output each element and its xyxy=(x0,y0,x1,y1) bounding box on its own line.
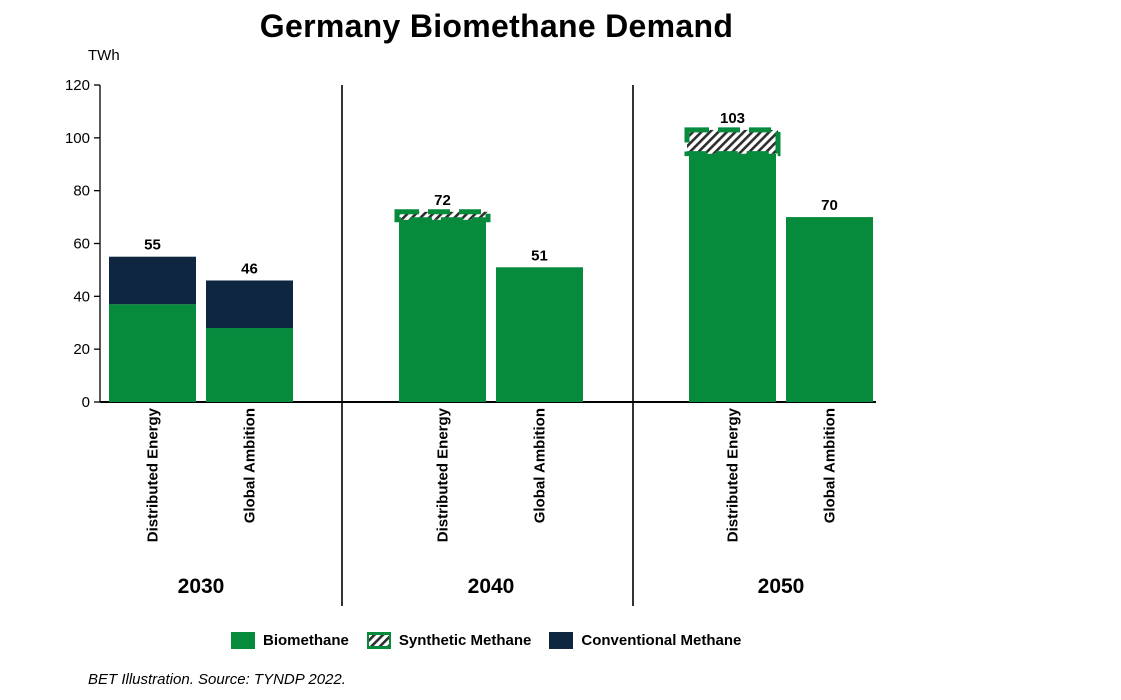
bar-total-label-2030-global-ambition: 46 xyxy=(241,260,258,277)
bar-synthetic-2040-distributed-energy xyxy=(397,211,488,220)
year-label-2050: 2050 xyxy=(758,575,805,598)
category-label-2050-distributed-energy: Distributed Energy xyxy=(725,407,742,542)
legend-item-synthetic-methane: Synthetic Methane xyxy=(366,632,532,649)
bar-biomethane-2050-distributed-energy xyxy=(689,153,776,402)
bar-total-label-2030-distributed-energy: 55 xyxy=(144,237,161,254)
legend-swatch-conventional-methane xyxy=(549,632,574,649)
bar-total-label-2040-global-ambition: 51 xyxy=(531,247,548,264)
y-tick-label: 80 xyxy=(73,183,90,200)
category-label-2040-global-ambition: Global Ambition xyxy=(532,408,549,523)
legend-label-biomethane: Biomethane xyxy=(263,632,349,649)
legend-item-conventional-methane: Conventional Methane xyxy=(549,632,741,649)
category-label-2030-distributed-energy: Distributed Energy xyxy=(145,407,162,542)
category-label-2030-global-ambition: Global Ambition xyxy=(242,408,259,523)
bar-total-label-2040-distributed-energy: 72 xyxy=(434,192,451,209)
category-label-2040-distributed-energy: Distributed Energy xyxy=(435,407,452,542)
legend-swatch-biomethane xyxy=(231,632,255,649)
category-label-2050-global-ambition: Global Ambition xyxy=(822,408,839,523)
bar-biomethane-2050-global-ambition xyxy=(786,217,873,402)
bar-conventional-2030-distributed-energy xyxy=(109,256,196,305)
bar-biomethane-2040-distributed-energy xyxy=(399,219,486,402)
legend-label-conventional-methane: Conventional Methane xyxy=(581,632,742,649)
chart-title: Germany Biomethane Demand xyxy=(259,8,734,44)
bar-total-label-2050-global-ambition: 70 xyxy=(821,197,838,214)
legend-item-biomethane: Biomethane xyxy=(231,632,349,649)
y-tick-label: 0 xyxy=(82,394,90,411)
bar-conventional-2030-global-ambition xyxy=(206,280,293,329)
year-label-2030: 2030 xyxy=(178,575,225,598)
bar-total-label-2050-distributed-energy: 103 xyxy=(720,110,745,127)
y-tick-label: 120 xyxy=(65,77,90,94)
bar-biomethane-2030-global-ambition xyxy=(206,328,293,402)
bar-synthetic-border-2040-distributed-energy xyxy=(394,209,491,223)
bar-biomethane-2040-global-ambition xyxy=(496,267,583,402)
bar-synthetic-2050-distributed-energy xyxy=(687,129,778,154)
source-note: BET Illustration. Source: TYNDP 2022. xyxy=(88,671,346,688)
legend-swatch-synthetic-methane xyxy=(366,632,391,649)
y-tick-label: 40 xyxy=(73,288,90,305)
legend-label-synthetic-methane: Synthetic Methane xyxy=(398,632,532,649)
y-axis-unit-label: TWh xyxy=(88,47,120,64)
y-tick-label: 100 xyxy=(65,130,90,147)
y-tick-label: 60 xyxy=(73,236,90,253)
y-tick-label: 20 xyxy=(73,341,90,358)
year-label-2040: 2040 xyxy=(468,575,515,598)
bar-synthetic-border-2050-distributed-energy xyxy=(684,127,781,157)
legend: Biomethane Synthetic Methane Conventiona… xyxy=(231,632,759,649)
bar-biomethane-2030-distributed-energy xyxy=(109,304,196,402)
